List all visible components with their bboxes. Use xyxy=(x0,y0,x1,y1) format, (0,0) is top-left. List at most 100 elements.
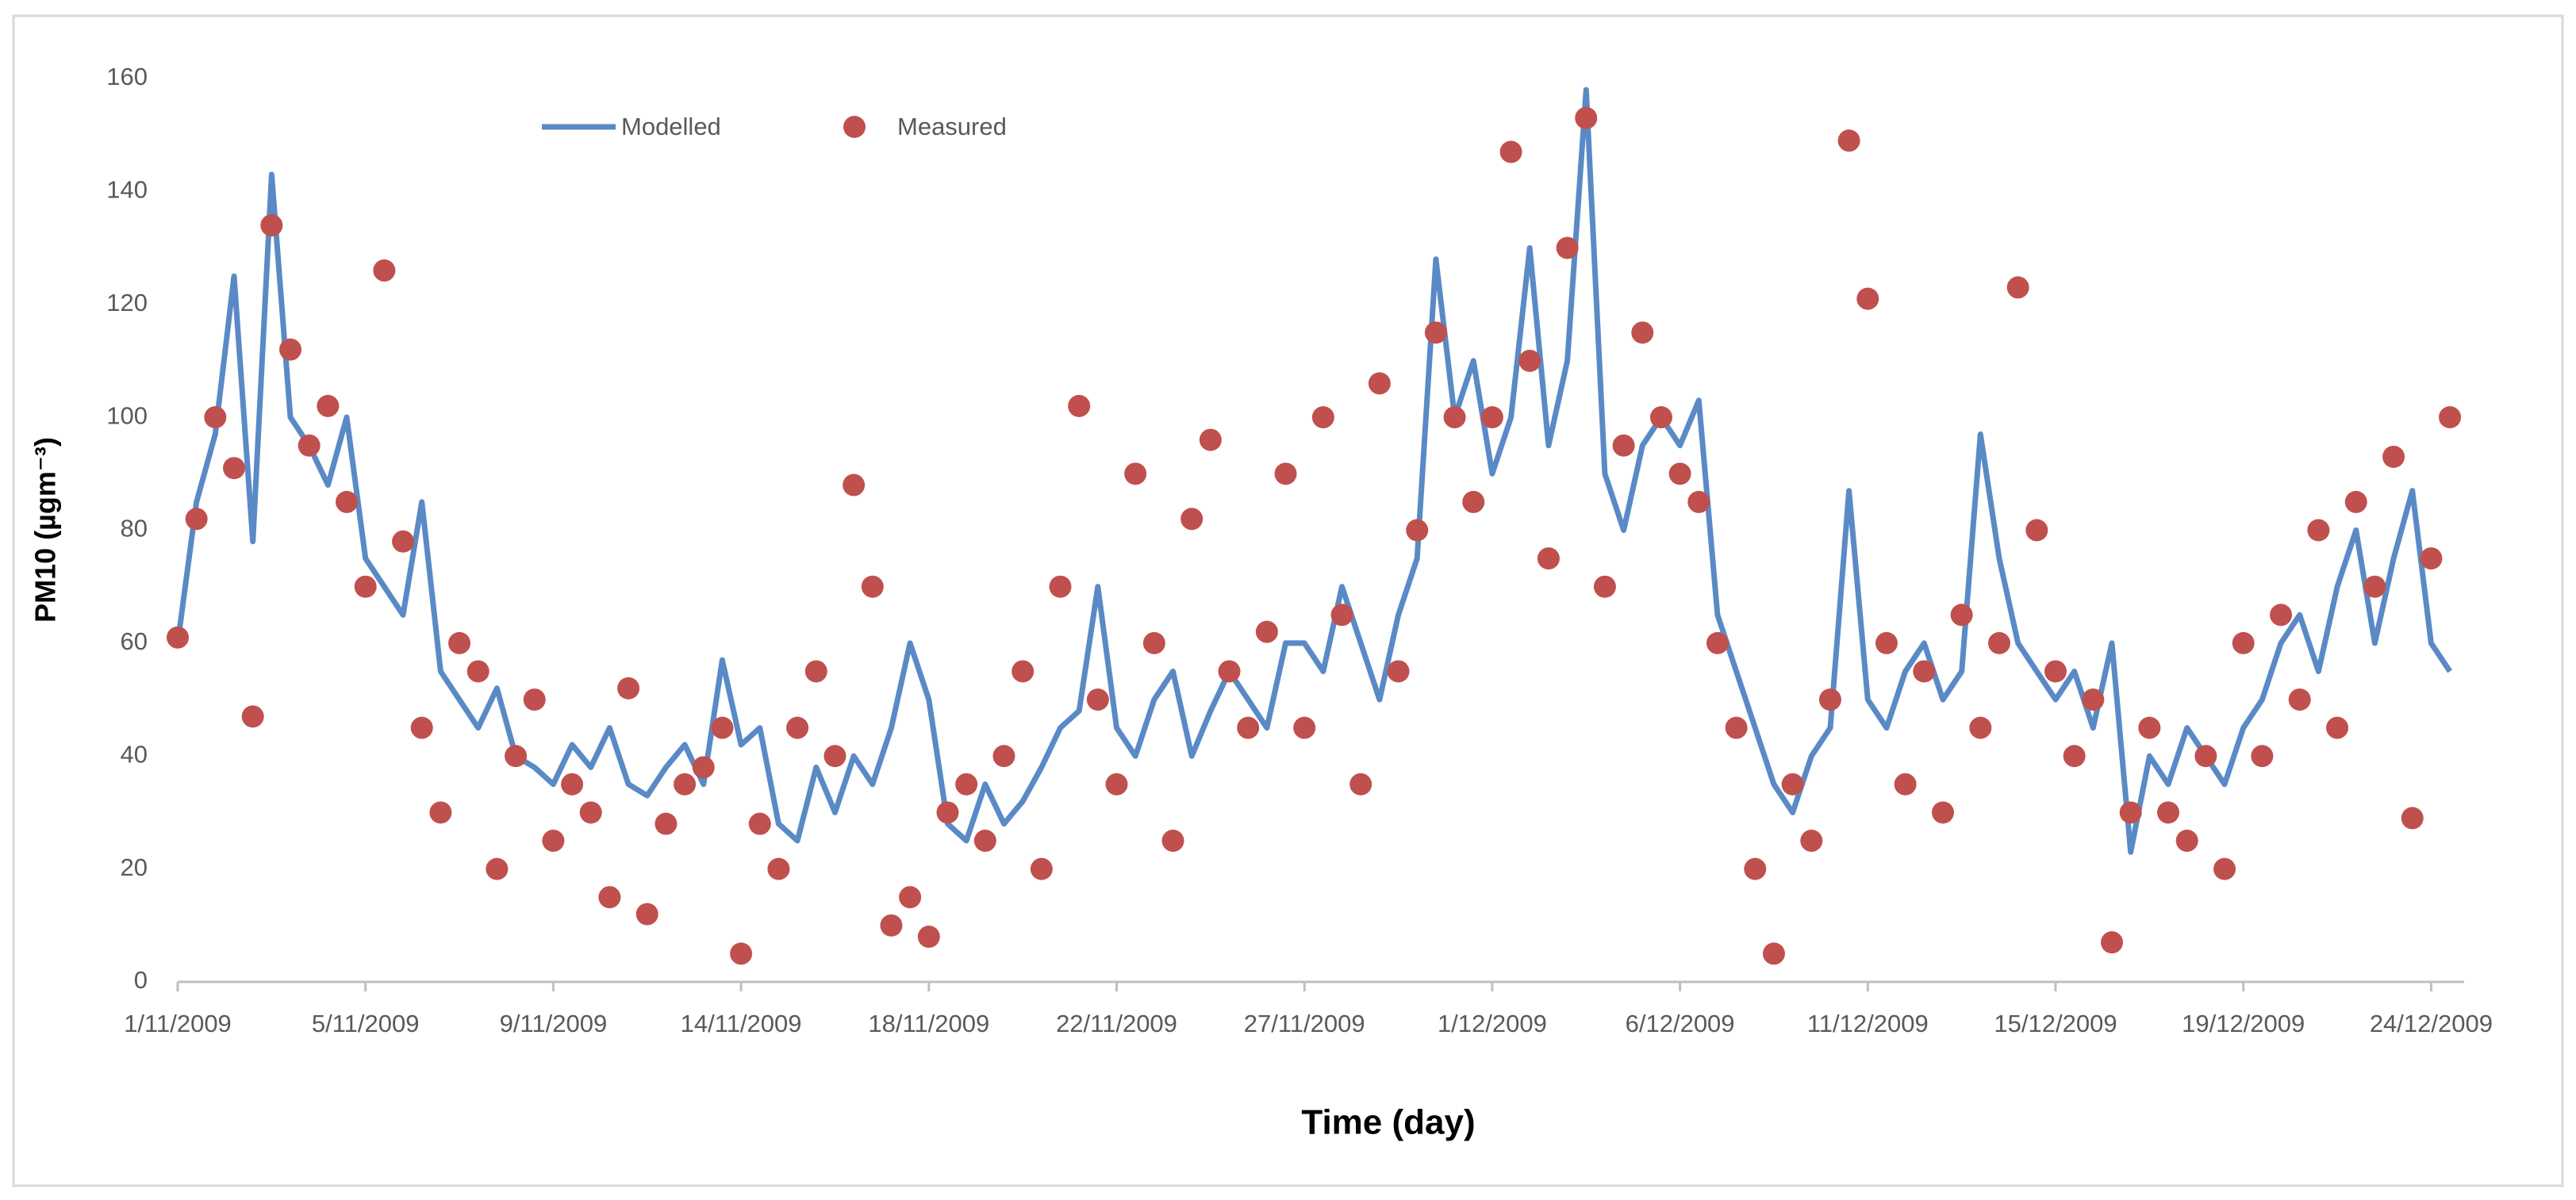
measured-point xyxy=(1105,773,1128,796)
measured-point xyxy=(748,812,771,835)
measured-point xyxy=(1631,321,1654,344)
measured-point xyxy=(2101,931,2124,954)
measured-point xyxy=(1969,716,1992,739)
measured-point xyxy=(336,490,359,513)
modelled-line xyxy=(175,86,2453,855)
measured-point xyxy=(317,394,340,417)
measured-point xyxy=(804,660,827,683)
measured-point xyxy=(429,801,452,824)
x-tick-label: 11/12/2009 xyxy=(1807,1010,1929,1037)
measured-point xyxy=(2326,716,2349,739)
measured-point xyxy=(1575,106,1598,129)
measured-point xyxy=(2082,688,2105,711)
measured-point xyxy=(448,631,471,654)
measured-point xyxy=(1424,321,1447,344)
measured-point xyxy=(1518,349,1541,372)
measured-point xyxy=(1800,830,1823,853)
measured-point xyxy=(2025,519,2048,542)
measured-point xyxy=(1406,519,1429,542)
measured-point xyxy=(2194,745,2217,768)
measured-point xyxy=(167,626,189,649)
x-tick-label: 9/11/2009 xyxy=(500,1010,608,1037)
measured-point xyxy=(1368,372,1391,395)
measured-point xyxy=(955,773,978,796)
legend-label: Measured xyxy=(897,113,1007,140)
measured-point xyxy=(1086,688,1109,711)
measured-point xyxy=(1349,773,1372,796)
y-axis-title: PM10 (µgm⁻³) xyxy=(29,437,62,623)
measured-point xyxy=(2175,830,2198,853)
measured-point xyxy=(1237,716,1260,739)
measured-point xyxy=(598,886,621,909)
measured-point xyxy=(1124,462,1147,485)
measured-point xyxy=(2119,801,2142,824)
measured-point xyxy=(1480,406,1503,429)
measured-point xyxy=(823,745,847,768)
measured-point xyxy=(1687,490,1710,513)
measured-point xyxy=(1537,547,1560,570)
x-tick-label: 24/12/2009 xyxy=(2370,1010,2493,1037)
measured-point xyxy=(1199,428,1222,451)
measured-point xyxy=(1068,394,1091,417)
measured-point xyxy=(674,773,697,796)
x-tick-label: 5/11/2009 xyxy=(312,1010,420,1037)
measured-point xyxy=(392,530,415,553)
measured-point xyxy=(2138,716,2161,739)
measured-point xyxy=(579,801,602,824)
measured-point xyxy=(917,926,940,949)
measured-point xyxy=(1894,773,1917,796)
measured-point xyxy=(2044,660,2067,683)
measured-point xyxy=(1762,942,1785,965)
measured-point xyxy=(1875,631,1898,654)
measured-point xyxy=(1913,660,1936,683)
measured-point xyxy=(2401,807,2424,830)
x-tick-label: 22/11/2009 xyxy=(1056,1010,1177,1037)
measured-point xyxy=(1593,575,1616,598)
measured-point xyxy=(973,830,996,853)
measured-point xyxy=(260,214,283,237)
measured-point xyxy=(1311,406,1334,429)
measured-point xyxy=(2288,688,2311,711)
measured-point xyxy=(354,575,377,598)
measured-point xyxy=(861,575,884,598)
measured-point xyxy=(1556,236,1579,259)
measured-point xyxy=(1255,620,1278,643)
measured-point xyxy=(1142,631,1165,654)
measured-point xyxy=(655,812,678,835)
y-tick-label: 0 xyxy=(134,966,148,994)
measured-point xyxy=(1499,140,1522,163)
measured-point xyxy=(1931,801,1954,824)
measured-point xyxy=(1274,462,1297,485)
chart-frame xyxy=(12,14,2564,1187)
measured-point xyxy=(992,745,1015,768)
measured-point xyxy=(486,857,509,880)
measured-point xyxy=(1649,406,1672,429)
measured-point xyxy=(466,660,489,683)
measured-point xyxy=(1012,660,1035,683)
y-tick-label: 40 xyxy=(121,740,148,768)
measured-point xyxy=(542,830,565,853)
measured-point xyxy=(2232,631,2255,654)
measured-point xyxy=(223,457,246,480)
measured-point xyxy=(204,406,227,429)
measured-point xyxy=(2363,575,2386,598)
x-axis-title: Time (day) xyxy=(1301,1103,1475,1142)
y-tick-label: 80 xyxy=(121,515,148,542)
y-tick-label: 60 xyxy=(121,627,148,655)
measured-point xyxy=(373,259,396,282)
measured-point xyxy=(1443,406,1466,429)
measured-point xyxy=(767,857,790,880)
measured-point xyxy=(1330,604,1353,627)
measured-point xyxy=(843,473,866,496)
measured-point xyxy=(730,942,753,965)
x-tick-label: 19/12/2009 xyxy=(2182,1010,2305,1037)
x-tick-label: 15/12/2009 xyxy=(1994,1010,2117,1037)
measured-point xyxy=(1744,857,1767,880)
measured-point xyxy=(298,434,321,457)
measured-point xyxy=(1987,631,2010,654)
measured-point xyxy=(1293,716,1316,739)
measured-point xyxy=(1387,660,1410,683)
measured-point xyxy=(185,508,208,531)
measured-point xyxy=(711,716,734,739)
